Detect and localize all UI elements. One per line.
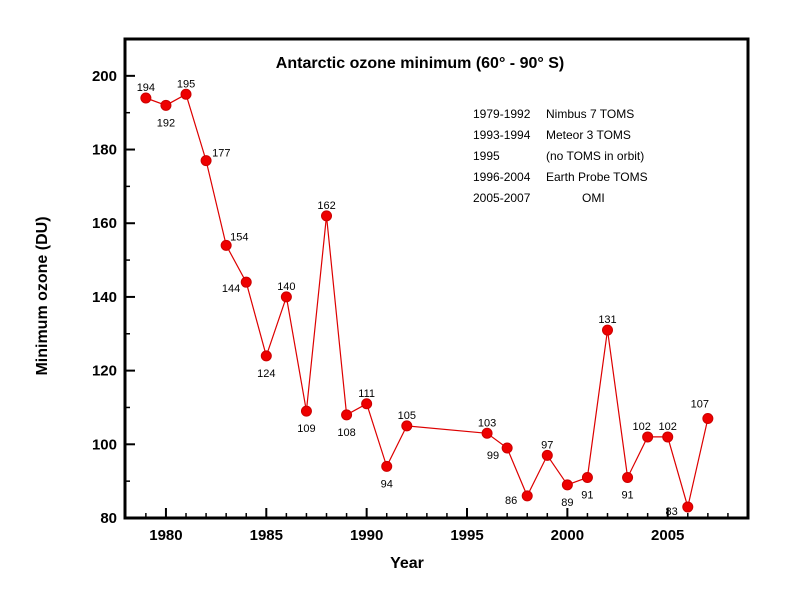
legend-period: 2005-2007 bbox=[473, 191, 531, 205]
data-point-marker bbox=[280, 291, 292, 303]
x-tick-label: 2000 bbox=[551, 527, 584, 544]
y-tick-label: 200 bbox=[92, 68, 117, 85]
legend-instrument: OMI bbox=[582, 191, 605, 205]
data-point-label: 83 bbox=[666, 506, 678, 518]
data-point-label: 102 bbox=[659, 421, 677, 433]
x-axis-title: Year bbox=[390, 555, 424, 572]
data-point-label: 140 bbox=[277, 281, 295, 293]
legend-period: 1996-2004 bbox=[473, 170, 531, 184]
x-axis-ticks: 1980 1985 1990 1995 2000 2005 bbox=[145, 508, 729, 544]
y-tick-label: 140 bbox=[92, 289, 117, 306]
series-layer: 194 192 195 177 154 144 124 140 109 162 108 111 94 10… bbox=[137, 78, 714, 518]
y-axis-ticks: 80 100 120 140 160 180 200 bbox=[92, 68, 135, 527]
data-point-marker bbox=[341, 409, 353, 421]
chart-title: Antarctic ozone minimum (60° - 90° S) bbox=[276, 55, 564, 72]
data-point-label: 94 bbox=[381, 478, 393, 490]
data-point-marker bbox=[321, 210, 333, 222]
data-point-marker bbox=[481, 427, 493, 439]
data-point-label: 97 bbox=[541, 439, 553, 451]
data-point-label: 144 bbox=[222, 283, 240, 295]
data-point-marker bbox=[581, 471, 593, 483]
data-point-marker bbox=[682, 501, 694, 513]
data-point-marker bbox=[702, 413, 714, 425]
data-point-label: 177 bbox=[212, 148, 230, 160]
legend-instrument: Earth Probe TOMS bbox=[546, 170, 648, 184]
x-tick-label: 1990 bbox=[350, 527, 383, 544]
legend-period: 1993-1994 bbox=[473, 128, 531, 142]
x-tick-label: 1985 bbox=[250, 527, 283, 544]
data-point-label: 102 bbox=[632, 421, 650, 433]
data-point-marker bbox=[642, 431, 654, 443]
y-tick-label: 160 bbox=[92, 215, 117, 232]
data-point-marker bbox=[200, 155, 212, 167]
data-point-label: 192 bbox=[157, 117, 175, 129]
data-point-marker bbox=[602, 324, 614, 336]
data-point-marker bbox=[501, 442, 513, 454]
data-point-label: 105 bbox=[398, 410, 416, 422]
data-point-label: 107 bbox=[691, 399, 709, 411]
data-point-marker bbox=[140, 92, 152, 104]
plot-frame bbox=[123, 37, 750, 520]
data-point-label: 91 bbox=[581, 489, 593, 501]
y-tick-label: 100 bbox=[92, 436, 117, 453]
data-point-marker bbox=[561, 479, 573, 491]
data-point-marker bbox=[220, 239, 232, 251]
legend-period: 1979-1992 bbox=[473, 107, 531, 121]
data-point-label: 124 bbox=[257, 368, 275, 380]
data-point-label: 91 bbox=[621, 489, 633, 501]
ozone-series-line bbox=[145, 93, 709, 508]
y-tick-label: 120 bbox=[92, 363, 117, 380]
data-point-label: 99 bbox=[487, 450, 499, 462]
data-point-marker bbox=[622, 471, 634, 483]
legend-instrument: Meteor 3 TOMS bbox=[546, 128, 631, 142]
data-point-marker bbox=[381, 460, 393, 472]
data-point-label: 154 bbox=[230, 231, 248, 243]
data-point-marker bbox=[240, 276, 252, 288]
data-point-marker bbox=[662, 431, 674, 443]
legend-period: 1995 bbox=[473, 149, 500, 163]
x-tick-label: 1995 bbox=[450, 527, 483, 544]
data-point-label: 111 bbox=[358, 388, 375, 400]
y-axis-title: Minimum ozone (DU) bbox=[34, 216, 51, 375]
data-point-marker bbox=[300, 405, 312, 417]
data-point-label: 109 bbox=[297, 423, 315, 435]
data-point-marker bbox=[160, 99, 172, 111]
data-point-label: 103 bbox=[478, 417, 496, 429]
data-point-label: 195 bbox=[177, 78, 195, 90]
data-point-label: 86 bbox=[505, 495, 517, 507]
legend-instrument: (no TOMS in orbit) bbox=[546, 149, 644, 163]
y-tick-label: 80 bbox=[100, 510, 117, 527]
data-point-label: 89 bbox=[561, 497, 573, 509]
data-point-label: 131 bbox=[598, 314, 616, 326]
data-point-marker bbox=[180, 88, 192, 100]
data-point-label: 108 bbox=[337, 427, 355, 439]
x-tick-label: 1980 bbox=[149, 527, 182, 544]
data-point-label: 162 bbox=[317, 200, 335, 212]
data-point-marker bbox=[521, 490, 533, 502]
x-tick-label: 2005 bbox=[651, 527, 684, 544]
data-point-marker bbox=[361, 398, 373, 410]
data-point-marker bbox=[541, 449, 553, 461]
data-point-label: 194 bbox=[137, 82, 155, 94]
legend-instrument: Nimbus 7 TOMS bbox=[546, 107, 634, 121]
y-tick-label: 180 bbox=[92, 142, 117, 159]
data-point-marker bbox=[401, 420, 413, 432]
instrument-legend: 1979-1992 Nimbus 7 TOMS 1993-1994 Meteor 3 … bbox=[473, 107, 648, 205]
data-point-marker bbox=[260, 350, 272, 362]
